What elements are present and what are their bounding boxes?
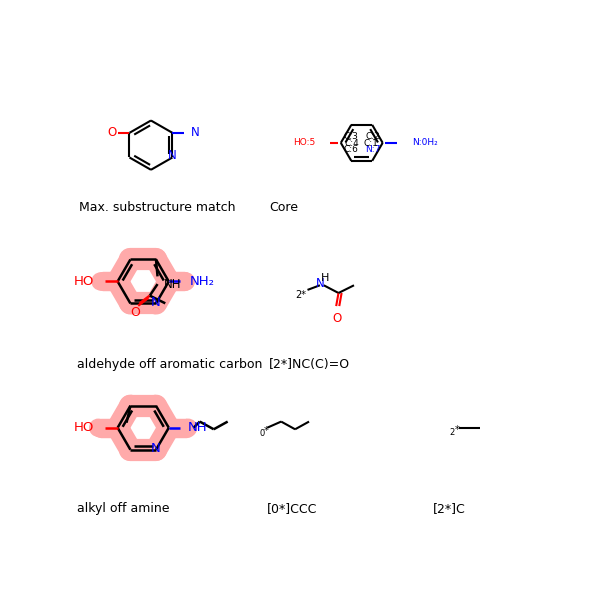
Circle shape: [109, 273, 126, 290]
Circle shape: [122, 397, 139, 414]
Circle shape: [148, 295, 164, 312]
Circle shape: [148, 251, 164, 268]
Text: *: *: [455, 425, 460, 435]
Text: N: N: [151, 442, 161, 455]
Circle shape: [179, 419, 197, 436]
Text: HO: HO: [74, 275, 94, 288]
Text: [2*]NC(C)=O: [2*]NC(C)=O: [269, 358, 350, 371]
Circle shape: [160, 273, 178, 290]
Text: [0*]CCC: [0*]CCC: [267, 502, 317, 515]
Text: C:1: C:1: [363, 139, 378, 148]
Text: [2*]C: [2*]C: [433, 502, 466, 515]
Text: 2*: 2*: [295, 290, 306, 299]
Circle shape: [122, 251, 139, 268]
Text: N:0H₂: N:0H₂: [412, 139, 438, 148]
Text: aldehyde off aromatic carbon: aldehyde off aromatic carbon: [77, 358, 263, 371]
Circle shape: [92, 273, 109, 290]
Text: C:4: C:4: [344, 139, 359, 148]
Text: H: H: [321, 272, 329, 283]
Text: NH: NH: [164, 278, 181, 291]
Text: N: N: [151, 296, 161, 309]
Text: 0: 0: [259, 428, 265, 437]
Circle shape: [109, 419, 126, 436]
Circle shape: [148, 441, 164, 458]
Text: N: N: [316, 277, 324, 290]
Text: Core: Core: [269, 202, 298, 214]
Text: alkyl off amine: alkyl off amine: [77, 502, 170, 515]
Text: N: N: [191, 127, 200, 139]
Circle shape: [122, 295, 139, 312]
Text: HO: HO: [74, 421, 94, 434]
Text: C:3: C:3: [343, 132, 358, 141]
Circle shape: [90, 419, 107, 436]
Text: 2: 2: [450, 428, 455, 437]
Circle shape: [178, 273, 194, 290]
Text: C:2: C:2: [365, 132, 380, 141]
Text: O: O: [107, 127, 116, 139]
Circle shape: [122, 441, 139, 458]
Text: NH: NH: [187, 421, 207, 434]
Text: *: *: [264, 426, 269, 436]
Text: O: O: [332, 312, 341, 325]
Text: O: O: [130, 307, 140, 319]
Text: HO:5: HO:5: [293, 139, 315, 148]
Circle shape: [160, 419, 178, 436]
Text: N:7: N:7: [365, 145, 380, 154]
Text: N: N: [168, 149, 177, 163]
Text: Max. substructure match: Max. substructure match: [79, 202, 235, 214]
Text: NH₂: NH₂: [190, 275, 215, 288]
Text: C:6: C:6: [343, 145, 358, 154]
Circle shape: [148, 397, 164, 414]
